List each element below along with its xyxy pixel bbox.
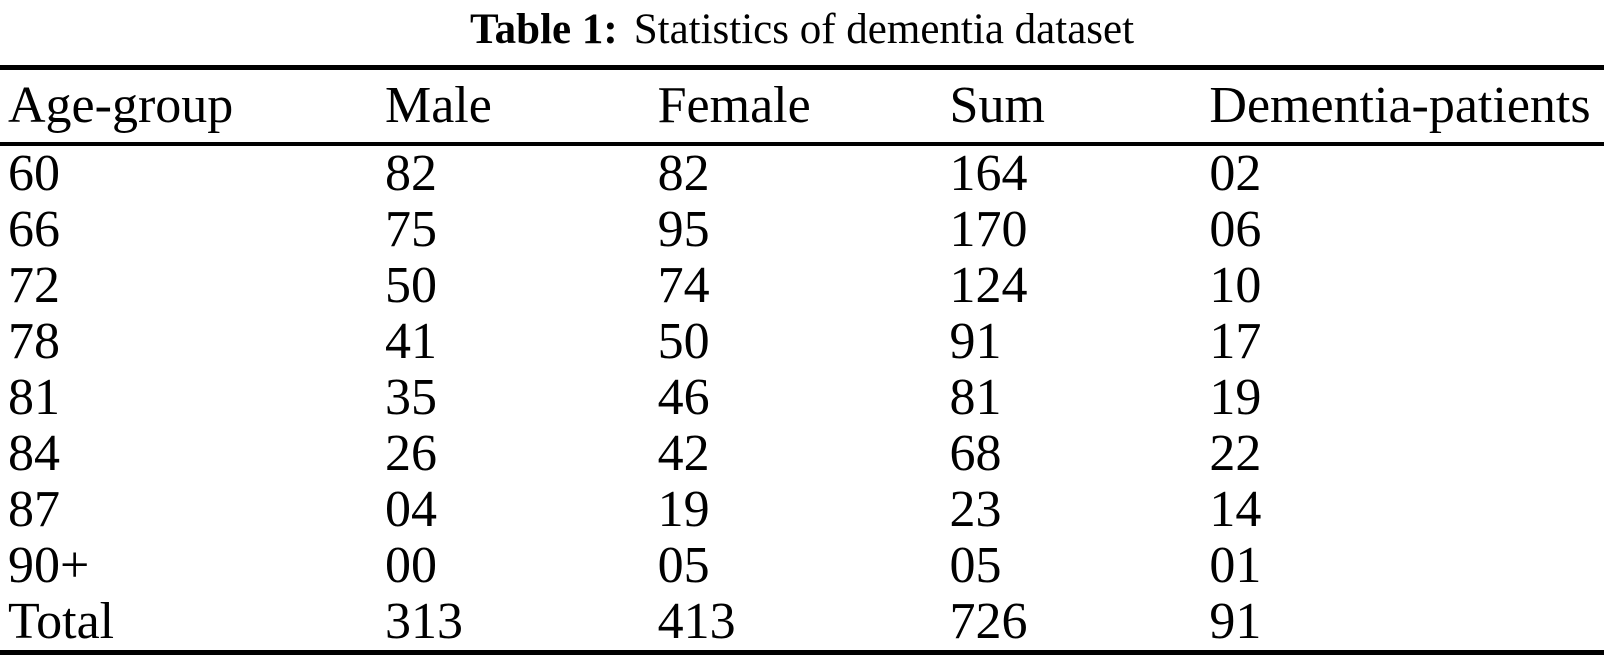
cell-dementia-patients: 19	[1209, 368, 1262, 426]
cell-female: 74	[657, 256, 710, 314]
cell-dementia-patients: 06	[1209, 200, 1262, 258]
cell-dementia-patients: 91	[1209, 592, 1262, 650]
cell-dementia-patients: 22	[1209, 424, 1262, 482]
table-caption-label: Table 1:	[469, 6, 618, 53]
table-caption-text: Statistics of dementia dataset	[633, 6, 1135, 53]
cell-sum: 91	[949, 312, 1002, 370]
cell-sum: 23	[949, 480, 1002, 538]
cell-sum: 68	[949, 424, 1002, 482]
table-row: 87 04 19 23 14	[0, 480, 1604, 538]
cell-male: 35	[384, 368, 437, 426]
cell-female: 46	[657, 368, 710, 426]
cell-male: 41	[384, 312, 437, 370]
table-row-total: Total 313 413 726 91	[0, 592, 1604, 653]
table-caption: Table 1: Statistics of dementia dataset	[0, 0, 1604, 65]
cell-male: 50	[384, 256, 437, 314]
cell-female: 19	[657, 480, 710, 538]
header-row: Age-group Male Female Sum Dementia-patie…	[0, 67, 1604, 146]
cell-female: 42	[657, 424, 710, 482]
table-row: 84 26 42 68 22	[0, 424, 1604, 482]
cell-female: 82	[657, 144, 710, 202]
cell-age-group: 60	[8, 144, 60, 202]
cell-age-group: 81	[8, 368, 60, 426]
table-row: 81 35 46 81 19	[0, 368, 1604, 426]
cell-age-group: 87	[8, 480, 60, 538]
cell-male: 00	[384, 536, 437, 594]
cell-dementia-patients: 14	[1209, 480, 1262, 538]
cell-age-group: 66	[8, 200, 60, 258]
cell-female: 05	[657, 536, 710, 594]
cell-sum: 164	[949, 144, 1028, 202]
cell-male: 75	[384, 200, 437, 258]
cell-sum: 124	[949, 256, 1028, 314]
table-row: 72 50 74 124 10	[0, 256, 1604, 314]
cell-age-group: 78	[8, 312, 60, 370]
cell-sum: 726	[949, 592, 1028, 650]
table-row: 78 41 50 91 17	[0, 312, 1604, 370]
cell-female: 50	[657, 312, 710, 370]
cell-age-group: 72	[8, 256, 60, 314]
cell-male: 82	[384, 144, 437, 202]
cell-dementia-patients: 02	[1209, 144, 1262, 202]
cell-age-group: 84	[8, 424, 60, 482]
cell-sum: 81	[949, 368, 1002, 426]
cell-dementia-patients: 10	[1209, 256, 1262, 314]
table-row: 90+ 00 05 05 01	[0, 536, 1604, 594]
cell-female: 413	[657, 592, 736, 650]
column-header-female: Female	[657, 67, 950, 146]
column-header-dementia-patients: Dementia-patients	[1209, 67, 1604, 146]
column-header-male: Male	[384, 67, 658, 146]
cell-dementia-patients: 17	[1209, 312, 1262, 370]
cell-female: 95	[657, 200, 710, 258]
cell-age-group: Total	[8, 592, 115, 650]
cell-male: 26	[384, 424, 437, 482]
table-row: 66 75 95 170 06	[0, 200, 1604, 258]
cell-male: 313	[384, 592, 463, 650]
dementia-statistics-table: Age-group Male Female Sum Dementia-patie…	[0, 65, 1604, 655]
cell-male: 04	[384, 480, 437, 538]
cell-age-group: 90+	[8, 536, 90, 594]
cell-dementia-patients: 01	[1209, 536, 1262, 594]
table-row: 60 82 82 164 02	[0, 144, 1604, 202]
cell-sum: 05	[949, 536, 1002, 594]
column-header-sum: Sum	[949, 67, 1210, 146]
cell-sum: 170	[949, 200, 1028, 258]
column-header-age-group: Age-group	[0, 67, 385, 146]
